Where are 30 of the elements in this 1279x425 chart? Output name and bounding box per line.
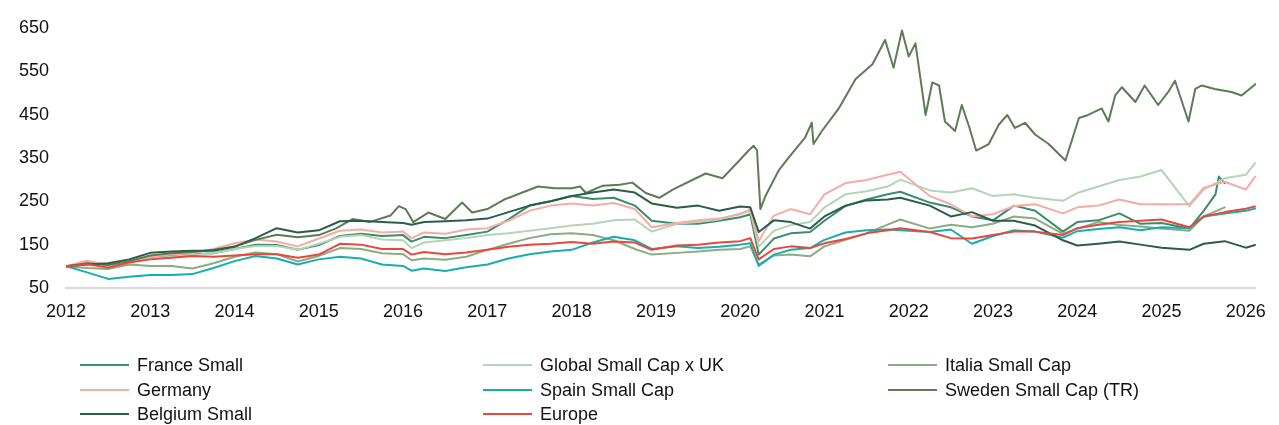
x-tick-label: 2020 <box>720 300 761 321</box>
y-tick-label: 50 <box>28 276 49 297</box>
y-tick-label: 350 <box>18 146 49 167</box>
x-tick-label: 2014 <box>214 300 255 321</box>
x-tick-label: 2013 <box>130 300 171 321</box>
legend-label: Spain Small Cap <box>540 379 675 400</box>
y-tick-label: 450 <box>18 103 49 124</box>
x-tick-label: 2018 <box>551 300 592 321</box>
y-tick-label: 550 <box>18 60 49 81</box>
x-tick-label: 2019 <box>635 300 676 321</box>
x-tick-label: 2021 <box>804 300 845 321</box>
x-tick-label: 2017 <box>467 300 508 321</box>
legend-label: Sweden Small Cap (TR) <box>945 379 1140 400</box>
legend-label: Global Small Cap x UK <box>540 355 725 376</box>
x-tick-label: 2024 <box>1057 300 1098 321</box>
x-tick-label: 2022 <box>888 300 929 321</box>
y-tick-label: 650 <box>18 16 49 37</box>
y-tick-label: 150 <box>18 233 49 254</box>
legend-label: Belgium Small <box>137 404 253 425</box>
legend-label: Germany <box>137 379 212 400</box>
legend-label: Italia Small Cap <box>945 355 1072 376</box>
x-tick-label: 2023 <box>972 300 1014 321</box>
x-tick-label: 2025 <box>1141 300 1182 321</box>
x-tick-label: 2012 <box>45 300 87 321</box>
x-tick-label: 2016 <box>383 300 424 321</box>
legend-label: France Small <box>137 355 244 376</box>
y-tick-label: 250 <box>18 190 49 211</box>
x-tick-label: 2026 <box>1225 300 1266 321</box>
x-tick-label: 2015 <box>298 300 339 321</box>
legend-label: Europe <box>540 404 599 425</box>
